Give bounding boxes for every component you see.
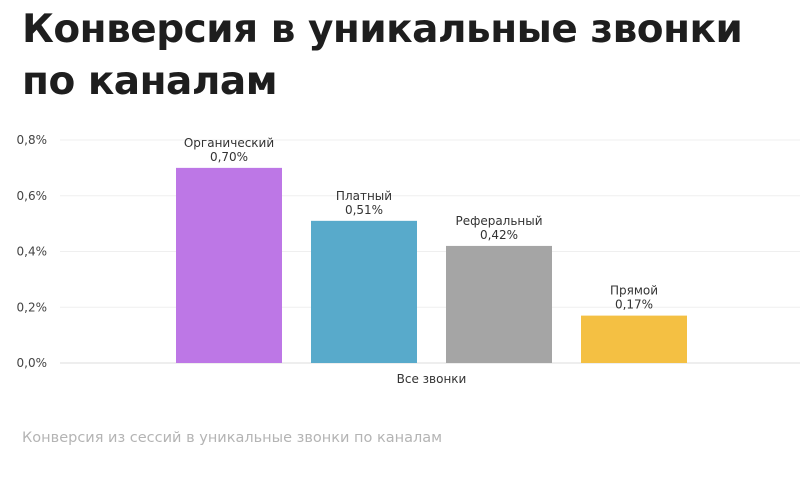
bar xyxy=(446,245,552,363)
series-name-label: Органический xyxy=(184,136,274,150)
data-label: 0,70% xyxy=(210,150,248,164)
y-tick-label: 0,4% xyxy=(17,245,48,259)
chart-caption: Конверсия из сессий в уникальные звонки … xyxy=(22,430,443,446)
bar xyxy=(581,315,687,363)
chart-title-line-2: по каналам xyxy=(22,59,278,104)
chart-title-line-1: Конверсия в уникальные звонки xyxy=(22,7,743,52)
data-label: 0,51% xyxy=(345,203,383,217)
bar xyxy=(311,220,417,363)
data-label: 0,42% xyxy=(480,228,518,242)
data-label: 0,17% xyxy=(615,298,653,312)
y-tick-label: 0,8% xyxy=(17,133,48,147)
series-name-label: Реферальный xyxy=(455,214,542,228)
chart-title: Конверсия в уникальные звонки по каналам xyxy=(22,4,782,108)
bar xyxy=(176,167,282,363)
y-tick-label: 0,0% xyxy=(17,356,48,370)
y-tick-label: 0,2% xyxy=(17,300,48,314)
series-name-label: Платный xyxy=(336,189,392,203)
y-tick-label: 0,6% xyxy=(17,189,48,203)
series-name-label: Прямой xyxy=(610,284,658,298)
x-category-label: Все звонки xyxy=(397,372,467,386)
